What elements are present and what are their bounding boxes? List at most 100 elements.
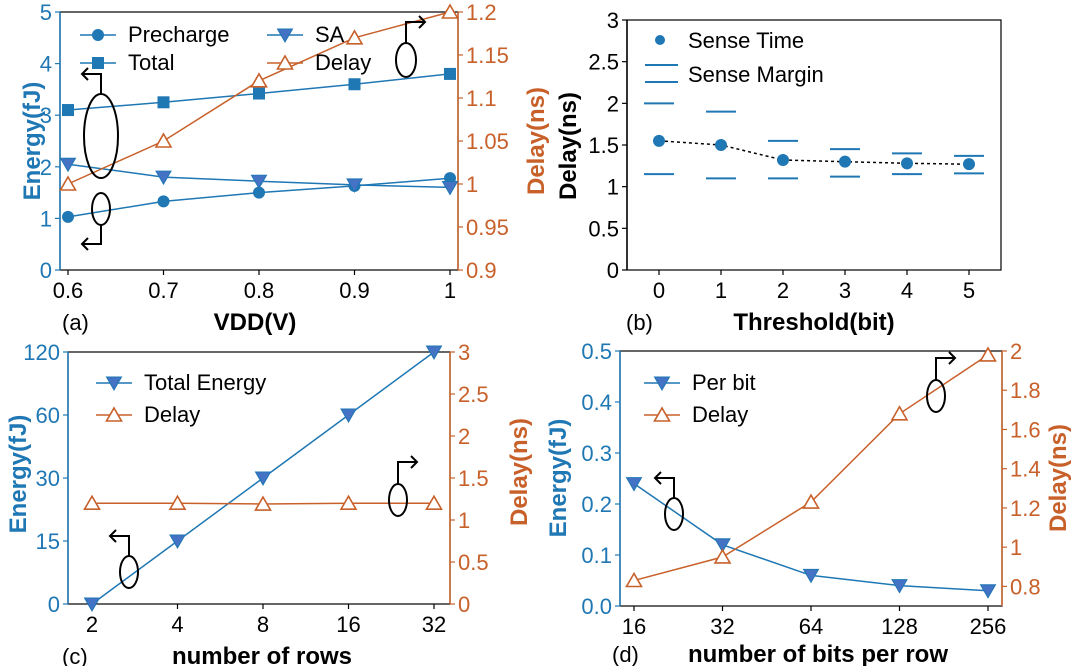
data-point-total: [157, 96, 170, 109]
chart-panel-d: 16 32 64 128 256 0.0 0.1 0.2 0.3 0.4 0.5 0.8 1 1.2 1.4…: [545, 339, 1072, 666]
data-point-sa: [346, 178, 363, 193]
y2-tick-label: 0.95: [466, 215, 509, 240]
y-tick-label: 1: [40, 206, 52, 231]
data-point-sa: [59, 157, 77, 173]
x-tick-label: 8: [257, 612, 269, 637]
legend-label-delay: Delay: [692, 402, 748, 427]
x-tick-label: 0.6: [53, 278, 84, 303]
y-tick-label: 3: [40, 103, 52, 128]
axis-indicator-arrowhead: [653, 471, 662, 485]
x-axis-label-d: number of bits per row: [688, 641, 948, 666]
y-tick-label: 2: [40, 155, 52, 180]
data-point-total: [348, 78, 361, 91]
y-tick-label: 1.5: [588, 133, 619, 158]
legend-label-sense-time: Sense Time: [688, 28, 804, 53]
y-tick-label: 0.3: [581, 441, 612, 466]
axis-indicator-ellipse: [664, 497, 684, 531]
axis-indicator-ellipse: [395, 42, 417, 78]
data-point-total-energy: [254, 471, 272, 487]
y-tick-label: 0.0: [581, 594, 612, 619]
y2-tick-label: 0.8: [1010, 574, 1041, 599]
y2-axis-label-d: Delay(ns): [1045, 424, 1072, 532]
series-line-delay: [633, 354, 989, 582]
data-point-delay: [339, 494, 358, 511]
data-point-sense-time: [777, 154, 789, 166]
axis-indicator-arrow: [82, 73, 102, 94]
y2-tick-label: 1.2: [466, 0, 497, 25]
y2-tick-label: 0: [458, 592, 470, 617]
axis-indicator-arrow: [110, 535, 130, 556]
data-point-delay: [713, 548, 732, 564]
x-tick-label: 256: [970, 614, 1007, 639]
y-tick-label: 120: [23, 340, 60, 365]
x-tick-label: 16: [336, 612, 360, 637]
legend-marker: [653, 376, 671, 392]
axis-indicator-ellipse: [926, 379, 946, 413]
axis-indicator-ellipse: [388, 483, 408, 517]
x-tick-label: 5: [963, 278, 975, 303]
axis-indicator-arrowhead: [418, 15, 427, 29]
y-tick-label: 60: [36, 403, 60, 428]
y-tick-label: 0: [48, 592, 60, 617]
legend-marker: [105, 376, 123, 392]
x-axis-label-b: Threshold(bit): [733, 309, 894, 336]
data-point-total-energy: [83, 597, 101, 613]
axis-indicator-arrow: [397, 461, 417, 484]
x-tick-label: 2: [777, 278, 789, 303]
y2-tick-label: 0.5: [458, 550, 489, 575]
data-point-sense-time: [963, 158, 975, 171]
legend-marker: [92, 57, 104, 69]
y2-tick-label: 1.5: [458, 466, 489, 491]
x-axis-label-c: number of rows: [172, 643, 352, 666]
x-tick-label: 3: [839, 278, 851, 303]
x-axis-label-a: VDD(V): [214, 309, 297, 336]
y-axis-label-c: Energy(fJ): [5, 415, 32, 534]
legend-marker: [92, 29, 104, 41]
legend-marker: [653, 406, 671, 422]
y-tick-label: 0.5: [588, 216, 619, 241]
x-tick-label: 1: [444, 278, 456, 303]
data-point-delay: [345, 29, 364, 45]
data-point-precharge: [253, 186, 265, 199]
legend-marker: [655, 35, 665, 45]
data-point-sense-time: [839, 155, 851, 168]
data-point-sa: [155, 170, 172, 186]
legend-label-per-bit: Per bit: [692, 370, 756, 395]
x-tick-label: 16: [622, 614, 646, 639]
y-tick-label: 30: [36, 466, 60, 491]
chart-panel-a: 0.6 0.7 0.8 0.9 1 0 1 2 3 4 5 0.9 0.95 1 1.05 1.1 1.15 1.…: [19, 0, 550, 336]
y-tick-label: 2: [607, 91, 619, 116]
data-point-per-bit: [891, 579, 908, 594]
axis-indicator-arrow: [935, 357, 955, 380]
x-tick-label: 64: [799, 614, 823, 639]
data-point-total-energy: [340, 408, 357, 424]
axis-indicator-arrowhead: [108, 529, 117, 543]
data-point-precharge: [157, 195, 170, 208]
y-tick-label: 0: [607, 258, 619, 283]
data-point-delay: [250, 72, 268, 88]
panel-label-d: (d): [612, 642, 639, 666]
axis-indicator-arrow: [82, 225, 102, 245]
y-axis-label-d: Energy(fJ): [545, 419, 572, 538]
y2-tick-label: 1.1: [466, 86, 497, 111]
axis-indicator-arrowhead: [410, 455, 419, 469]
x-tick-label: 0.8: [244, 278, 275, 303]
y2-tick-label: 1.4: [1010, 457, 1041, 482]
x-tick-label: 1: [715, 278, 727, 303]
y2-tick-label: 1: [458, 508, 470, 533]
y-tick-label: 1: [607, 175, 619, 200]
y-tick-label: 2.5: [588, 50, 619, 75]
x-tick-label: 2: [86, 612, 98, 637]
legend-label-delay: Delay: [315, 50, 371, 75]
data-point-delay: [83, 494, 101, 511]
data-point-delay: [890, 405, 909, 421]
y2-tick-label: 2: [1010, 339, 1022, 364]
x-tick-label: 128: [881, 614, 918, 639]
data-point-total: [253, 87, 265, 100]
legend-label-total: Total: [128, 50, 174, 75]
y-axis-label-b: Delay(ns): [555, 92, 582, 200]
data-point-sense-time: [653, 134, 665, 147]
axis-indicator-arrowhead: [948, 351, 957, 365]
y-tick-label: 15: [36, 529, 60, 554]
y2-tick-label: 1: [1010, 535, 1022, 560]
